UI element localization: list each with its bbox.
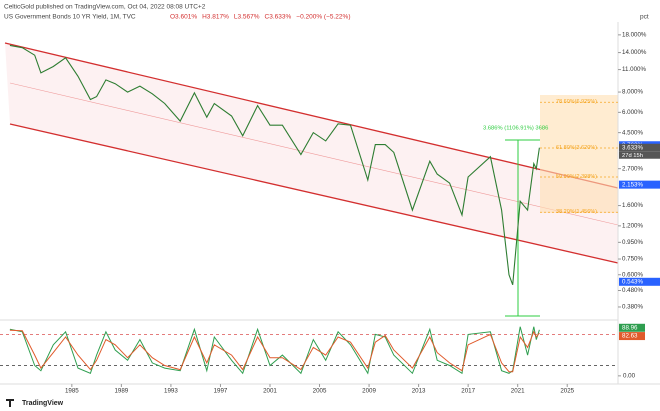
price-tag-label: 3.633% bbox=[622, 144, 643, 151]
y-tick-label: 1.200% bbox=[622, 223, 643, 230]
ohlc-value: −0.200% (−5.22%) bbox=[296, 14, 350, 21]
y-tick-label: 14.000% bbox=[622, 49, 647, 56]
fib-label: 78.60%(6.925%) bbox=[556, 99, 597, 105]
y-tick-label: 0.480% bbox=[622, 287, 643, 294]
fib-label: 50.00%(2.398%) bbox=[556, 174, 597, 180]
stoch-tag bbox=[619, 332, 645, 341]
y-tick-label: 0.600% bbox=[622, 271, 643, 278]
stoch-tag-label: 82.63 bbox=[622, 333, 638, 340]
price-tag bbox=[619, 143, 660, 152]
stoch-tag bbox=[619, 323, 645, 332]
channel-upper bbox=[4, 42, 619, 189]
fib-label: 38.20%(1.456%) bbox=[556, 209, 597, 215]
price-line bbox=[9, 44, 540, 285]
stoch-tag-label: 88.96 bbox=[622, 324, 638, 331]
y-tick-label: 0.750% bbox=[622, 256, 643, 263]
ohlc-value: L3.567% bbox=[234, 14, 260, 21]
publisher: CelticGold published on TradingView.com,… bbox=[4, 4, 206, 11]
logo bbox=[6, 399, 14, 407]
x-tick-label: 2001 bbox=[263, 388, 277, 395]
chart-title: US Government Bonds 10 YR Yield, 1M, TVC bbox=[4, 14, 136, 21]
y-tick-label: 0.950% bbox=[622, 239, 643, 246]
x-tick-label: 2013 bbox=[412, 388, 426, 395]
countdown-bg bbox=[619, 151, 660, 159]
channel-mid bbox=[9, 82, 619, 226]
ohlc-value: H3.817% bbox=[202, 14, 229, 21]
ohlc-value: C3.633% bbox=[265, 14, 292, 21]
x-tick-label: 1985 bbox=[65, 388, 79, 395]
ohlc-value: O3.601% bbox=[170, 14, 197, 21]
y-tick-label: 8.000% bbox=[622, 89, 643, 96]
axis-unit: pct bbox=[640, 14, 649, 21]
price-tag-label: 2.153% bbox=[622, 181, 643, 188]
x-tick-label: 2009 bbox=[362, 388, 376, 395]
countdown: 27d 15h bbox=[622, 153, 643, 159]
x-tick-label: 2025 bbox=[560, 388, 574, 395]
y-tick-label: 18.000% bbox=[622, 32, 647, 39]
x-tick-label: 2005 bbox=[313, 388, 327, 395]
stoch-line bbox=[9, 329, 540, 373]
x-tick-label: 1993 bbox=[164, 388, 178, 395]
x-tick-label: 1989 bbox=[114, 388, 128, 395]
y-tick-label: 1.600% bbox=[622, 202, 643, 209]
y-tick-label: 4.500% bbox=[622, 129, 643, 136]
x-tick-label: 2017 bbox=[461, 388, 475, 395]
price-tag bbox=[619, 180, 660, 189]
price-tag bbox=[619, 277, 660, 286]
y-tick-label: 6.000% bbox=[622, 109, 643, 116]
x-tick-label: 1997 bbox=[214, 388, 228, 395]
footer: TradingView bbox=[22, 400, 64, 407]
y-tick-label: 11.000% bbox=[622, 66, 646, 73]
y-tick-label: 2.700% bbox=[622, 165, 643, 172]
y-tick-label: 0.380% bbox=[622, 304, 643, 311]
price-tag-label: 0.543% bbox=[622, 278, 643, 285]
x-tick-label: 2021 bbox=[511, 388, 525, 395]
measure-label: 3.686% (1106.91%) 3686 bbox=[483, 126, 548, 132]
y-tick-label: 0.00 bbox=[623, 372, 636, 379]
fib-zone bbox=[540, 95, 618, 213]
fib-label: 61.80%(3.620%) bbox=[556, 145, 597, 151]
